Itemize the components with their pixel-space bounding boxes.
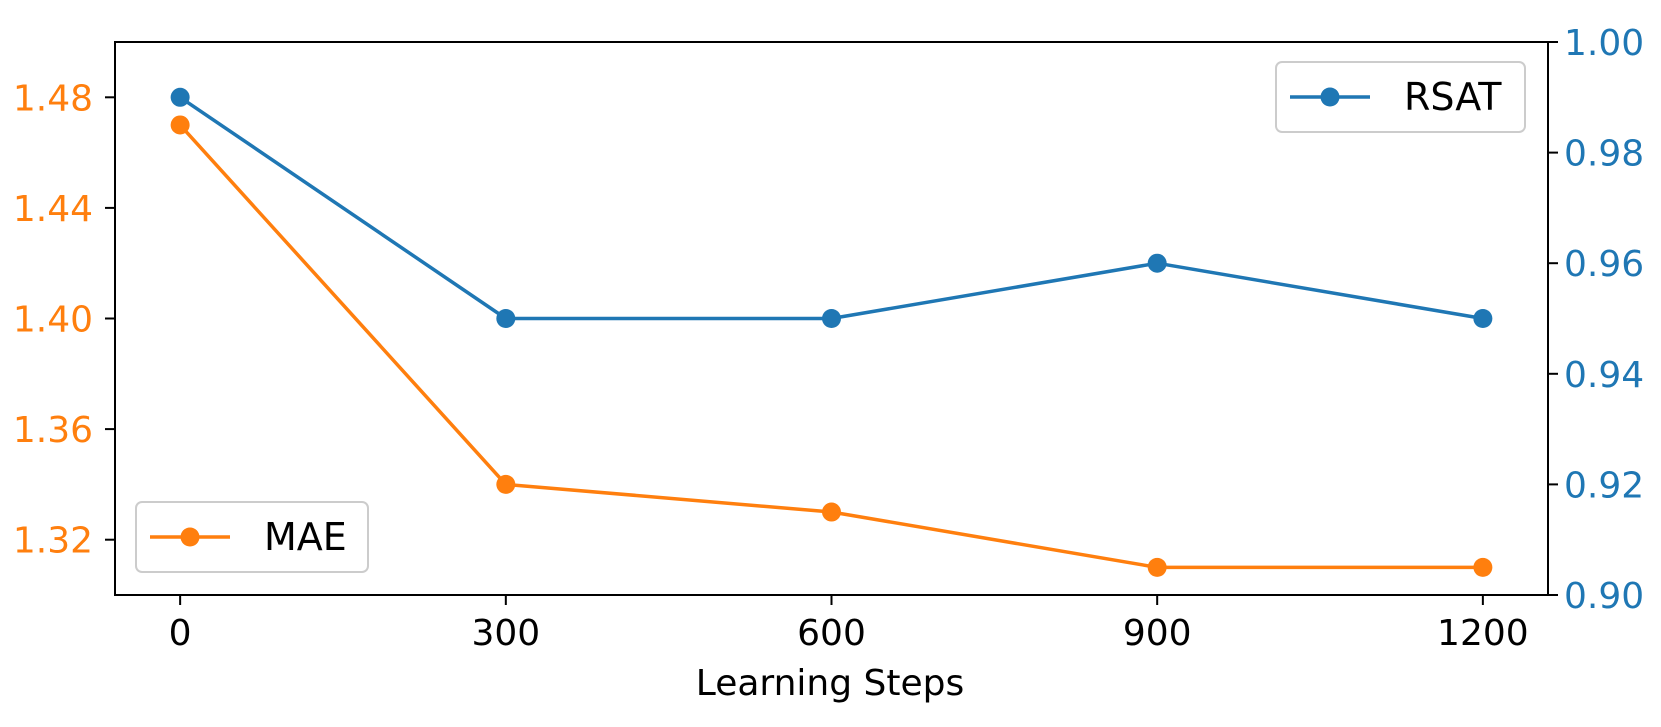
data-point-mae [822,502,841,522]
data-point-rsat [1473,309,1493,328]
data-point-rsat [496,309,516,328]
right-y-tick-label: 0.94 [1564,355,1644,396]
right-y-tick-label: 1.00 [1564,23,1644,64]
series-line-mae [178,123,1483,570]
series-lines [170,87,1493,577]
legend-swatch-marker [180,527,200,547]
data-point-mae [170,115,190,135]
x-tick-label: 900 [1123,613,1192,654]
x-tick-label: 1200 [1437,613,1529,654]
right-y-tick-label: 0.96 [1564,244,1644,285]
left-y-tick-label: 1.48 [13,78,93,119]
data-point-rsat [822,309,841,328]
right-y-tick-label: 0.92 [1564,465,1644,506]
x-axis-label: Learning Steps [696,663,964,704]
data-point-rsat [170,87,190,107]
legend-box [1275,61,1526,133]
left-y-tick-label: 1.36 [13,410,93,451]
legend-label: MAE [264,515,347,559]
left-y-tick-label: 1.40 [13,300,93,341]
left-y-tick-label: 1.32 [13,521,93,562]
x-tick-label: 0 [169,613,192,654]
legend-swatch-marker [1320,87,1340,107]
axes: 0 300 600 900 1200 1.32 1.36 1.40 1.44 1.48 0.90 0.… [13,23,1644,654]
legend-rsat: RSAT [1275,61,1526,133]
legend-mae: MAE [135,501,369,573]
legend-label: RSAT [1404,75,1502,119]
data-point-mae [1473,557,1493,577]
x-tick-label: 300 [471,613,540,654]
data-point-mae [1147,557,1167,577]
data-point-mae [496,474,516,494]
data-point-rsat [1147,253,1167,273]
legend-box [135,501,369,573]
left-y-tick-label: 1.44 [13,189,93,230]
right-y-tick-label: 0.90 [1564,576,1644,617]
right-y-tick-label: 0.98 [1564,134,1644,175]
x-tick-label: 600 [797,613,866,654]
